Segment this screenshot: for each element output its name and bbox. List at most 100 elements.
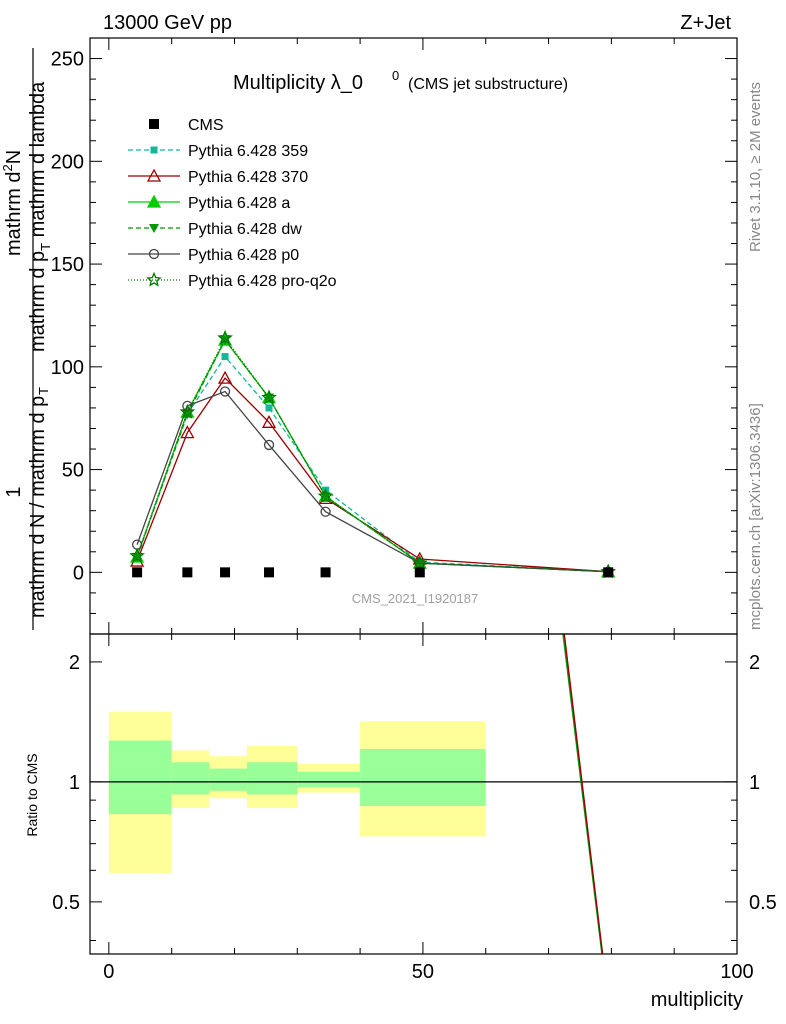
series-line: [136, 355, 609, 573]
analysis-watermark: CMS_2021_I1920187: [352, 591, 479, 606]
ratio-band-green: [297, 771, 361, 788]
point-marker: [148, 248, 160, 260]
y-tick-label: 50: [62, 460, 84, 482]
series-line: [136, 336, 609, 573]
ratio-y-tick-label-right: 1: [749, 772, 760, 794]
data-point: [149, 119, 159, 129]
legend-entry: Pythia 6.428 p0: [128, 247, 299, 264]
header-left: 13000 GeV pp: [103, 12, 232, 34]
legend: CMS Pythia 6.428 359 Pythia 6.428 370 Pythi…: [128, 117, 337, 290]
legend-label: Pythia 6.428 dw: [188, 221, 302, 238]
series-4: [131, 386, 614, 577]
legend-entry: Pythia 6.428 dw: [128, 221, 302, 238]
legend-label: Pythia 6.428 a: [188, 195, 290, 212]
legend-entry: Pythia 6.428 a: [128, 194, 290, 212]
series-3: [132, 336, 614, 577]
legend-entry: Pythia 6.428 pro-q2o: [128, 271, 337, 290]
ratio-axis-ticks: 0 50 100 0.5 0.5 1 1 2 2: [52, 634, 777, 983]
legend-label: Pythia 6.428 pro-q2o: [188, 273, 337, 290]
point-marker: [180, 425, 195, 439]
point-marker: [221, 353, 229, 361]
data-point: [132, 567, 143, 578]
ratio-band-green: [360, 748, 486, 807]
point-marker: [132, 552, 143, 562]
point-marker: [411, 554, 428, 570]
title-subtitle: (CMS jet substructure): [408, 76, 568, 93]
main-axis-ticks: 0 50 100 150 200 250: [51, 38, 738, 634]
y-tick-label: 200: [51, 151, 84, 173]
legend-entry: CMS: [149, 117, 224, 134]
y-tick-label: 100: [51, 357, 84, 379]
point-marker: [146, 194, 162, 208]
legend-label: Pythia 6.428 359: [188, 143, 308, 160]
title-main: Multiplicity λ_0: [233, 72, 363, 94]
y-tick-label: 0: [73, 562, 84, 584]
point-marker: [317, 488, 334, 503]
y-axis-label: 1 mathrm d N / mathrm d p T mathrm d2N m…: [0, 48, 53, 630]
series-1: [130, 370, 616, 578]
series-5: [129, 329, 617, 579]
point-marker: [219, 386, 231, 397]
ratio-series-line: [563, 633, 604, 955]
ratio-uncertainty-bands: [90, 711, 737, 874]
mcplots-label: mcplots.cern.ch [arXiv:1306.3436]: [747, 403, 764, 630]
point-marker: [261, 389, 277, 405]
point-marker: [261, 414, 277, 428]
y-tick-label: 150: [51, 254, 84, 276]
rivet-label: Rivet 3.1.10, ≥ 2M events: [747, 82, 764, 252]
series-0: [133, 353, 612, 576]
x-tick-label: 100: [720, 961, 753, 983]
series-line: [136, 390, 609, 573]
point-marker: [146, 168, 162, 182]
point-marker: [320, 506, 331, 517]
ratio-y-tick-label-right: 2: [749, 652, 760, 674]
point-marker: [146, 271, 162, 287]
ratio-series-line: [562, 633, 603, 955]
ratio-band-green: [108, 740, 172, 815]
data-point: [414, 567, 425, 578]
point-marker: [150, 146, 158, 154]
x-axis-label: multiplicity: [651, 989, 743, 1011]
cms-data: [132, 567, 614, 578]
data-point: [264, 567, 275, 578]
ratio-band-green: [209, 768, 248, 791]
legend-label: Pythia 6.428 p0: [188, 247, 299, 264]
point-marker: [263, 439, 275, 451]
ratio-band-green: [247, 762, 298, 795]
ylabel-denominator: mathrm d N / mathrm d p: [27, 396, 49, 618]
ylabel-inner-den: mathrm d pT mathrm d lambda: [27, 81, 53, 352]
main-series: [129, 329, 617, 579]
ylabel-numerator: 1: [3, 486, 25, 497]
x-tick-label: 0: [103, 961, 114, 983]
series-2: [130, 332, 616, 578]
point-marker: [179, 403, 196, 419]
series-line: [136, 377, 609, 573]
data-point: [603, 567, 614, 578]
title-superscript: 0: [392, 68, 399, 83]
point-marker: [265, 404, 273, 412]
data-point: [182, 567, 193, 578]
ratio-series: [562, 633, 604, 955]
ratio-plot-frame: [89, 633, 738, 955]
data-point: [220, 567, 231, 578]
point-marker: [217, 370, 233, 384]
y-tick-label: 250: [51, 49, 84, 71]
ratio-ylabel: Ratio to CMS: [24, 753, 40, 836]
ratio-y-tick-label: 1: [69, 772, 80, 794]
header-right: Z+Jet: [680, 12, 731, 34]
ratio-y-tick-label: 0.5: [52, 892, 80, 914]
chart-title: Multiplicity λ_0 0 (CMS jet substructure…: [233, 68, 568, 94]
x-tick-label: 50: [412, 961, 434, 983]
ylabel-denominator-sub: T: [36, 387, 51, 395]
legend-entry: Pythia 6.428 359: [128, 143, 308, 160]
legend-entry: Pythia 6.428 370: [128, 168, 308, 186]
point-marker: [149, 224, 159, 233]
ratio-y-tick-label-right: 0.5: [749, 892, 777, 914]
ratio-band-green: [171, 762, 210, 795]
ylabel-inner-num: mathrm d2N: [0, 150, 25, 256]
point-marker: [129, 547, 145, 563]
legend-label: CMS: [188, 117, 224, 134]
data-point: [320, 567, 331, 578]
ratio-y-tick-label: 2: [69, 652, 80, 674]
